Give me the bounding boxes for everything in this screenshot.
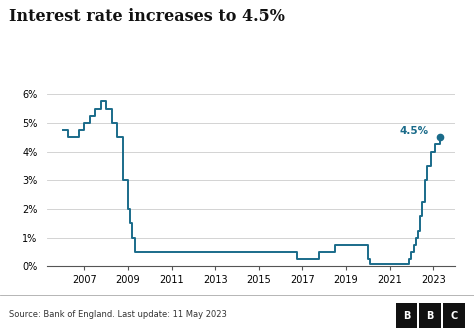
Text: Source: Bank of England. Last update: 11 May 2023: Source: Bank of England. Last update: 11… [9,310,228,319]
Text: C: C [450,310,457,321]
Text: Interest rate increases to 4.5%: Interest rate increases to 4.5% [9,8,285,25]
Text: B: B [427,310,434,321]
Text: B: B [403,310,410,321]
Text: 4.5%: 4.5% [400,126,429,136]
